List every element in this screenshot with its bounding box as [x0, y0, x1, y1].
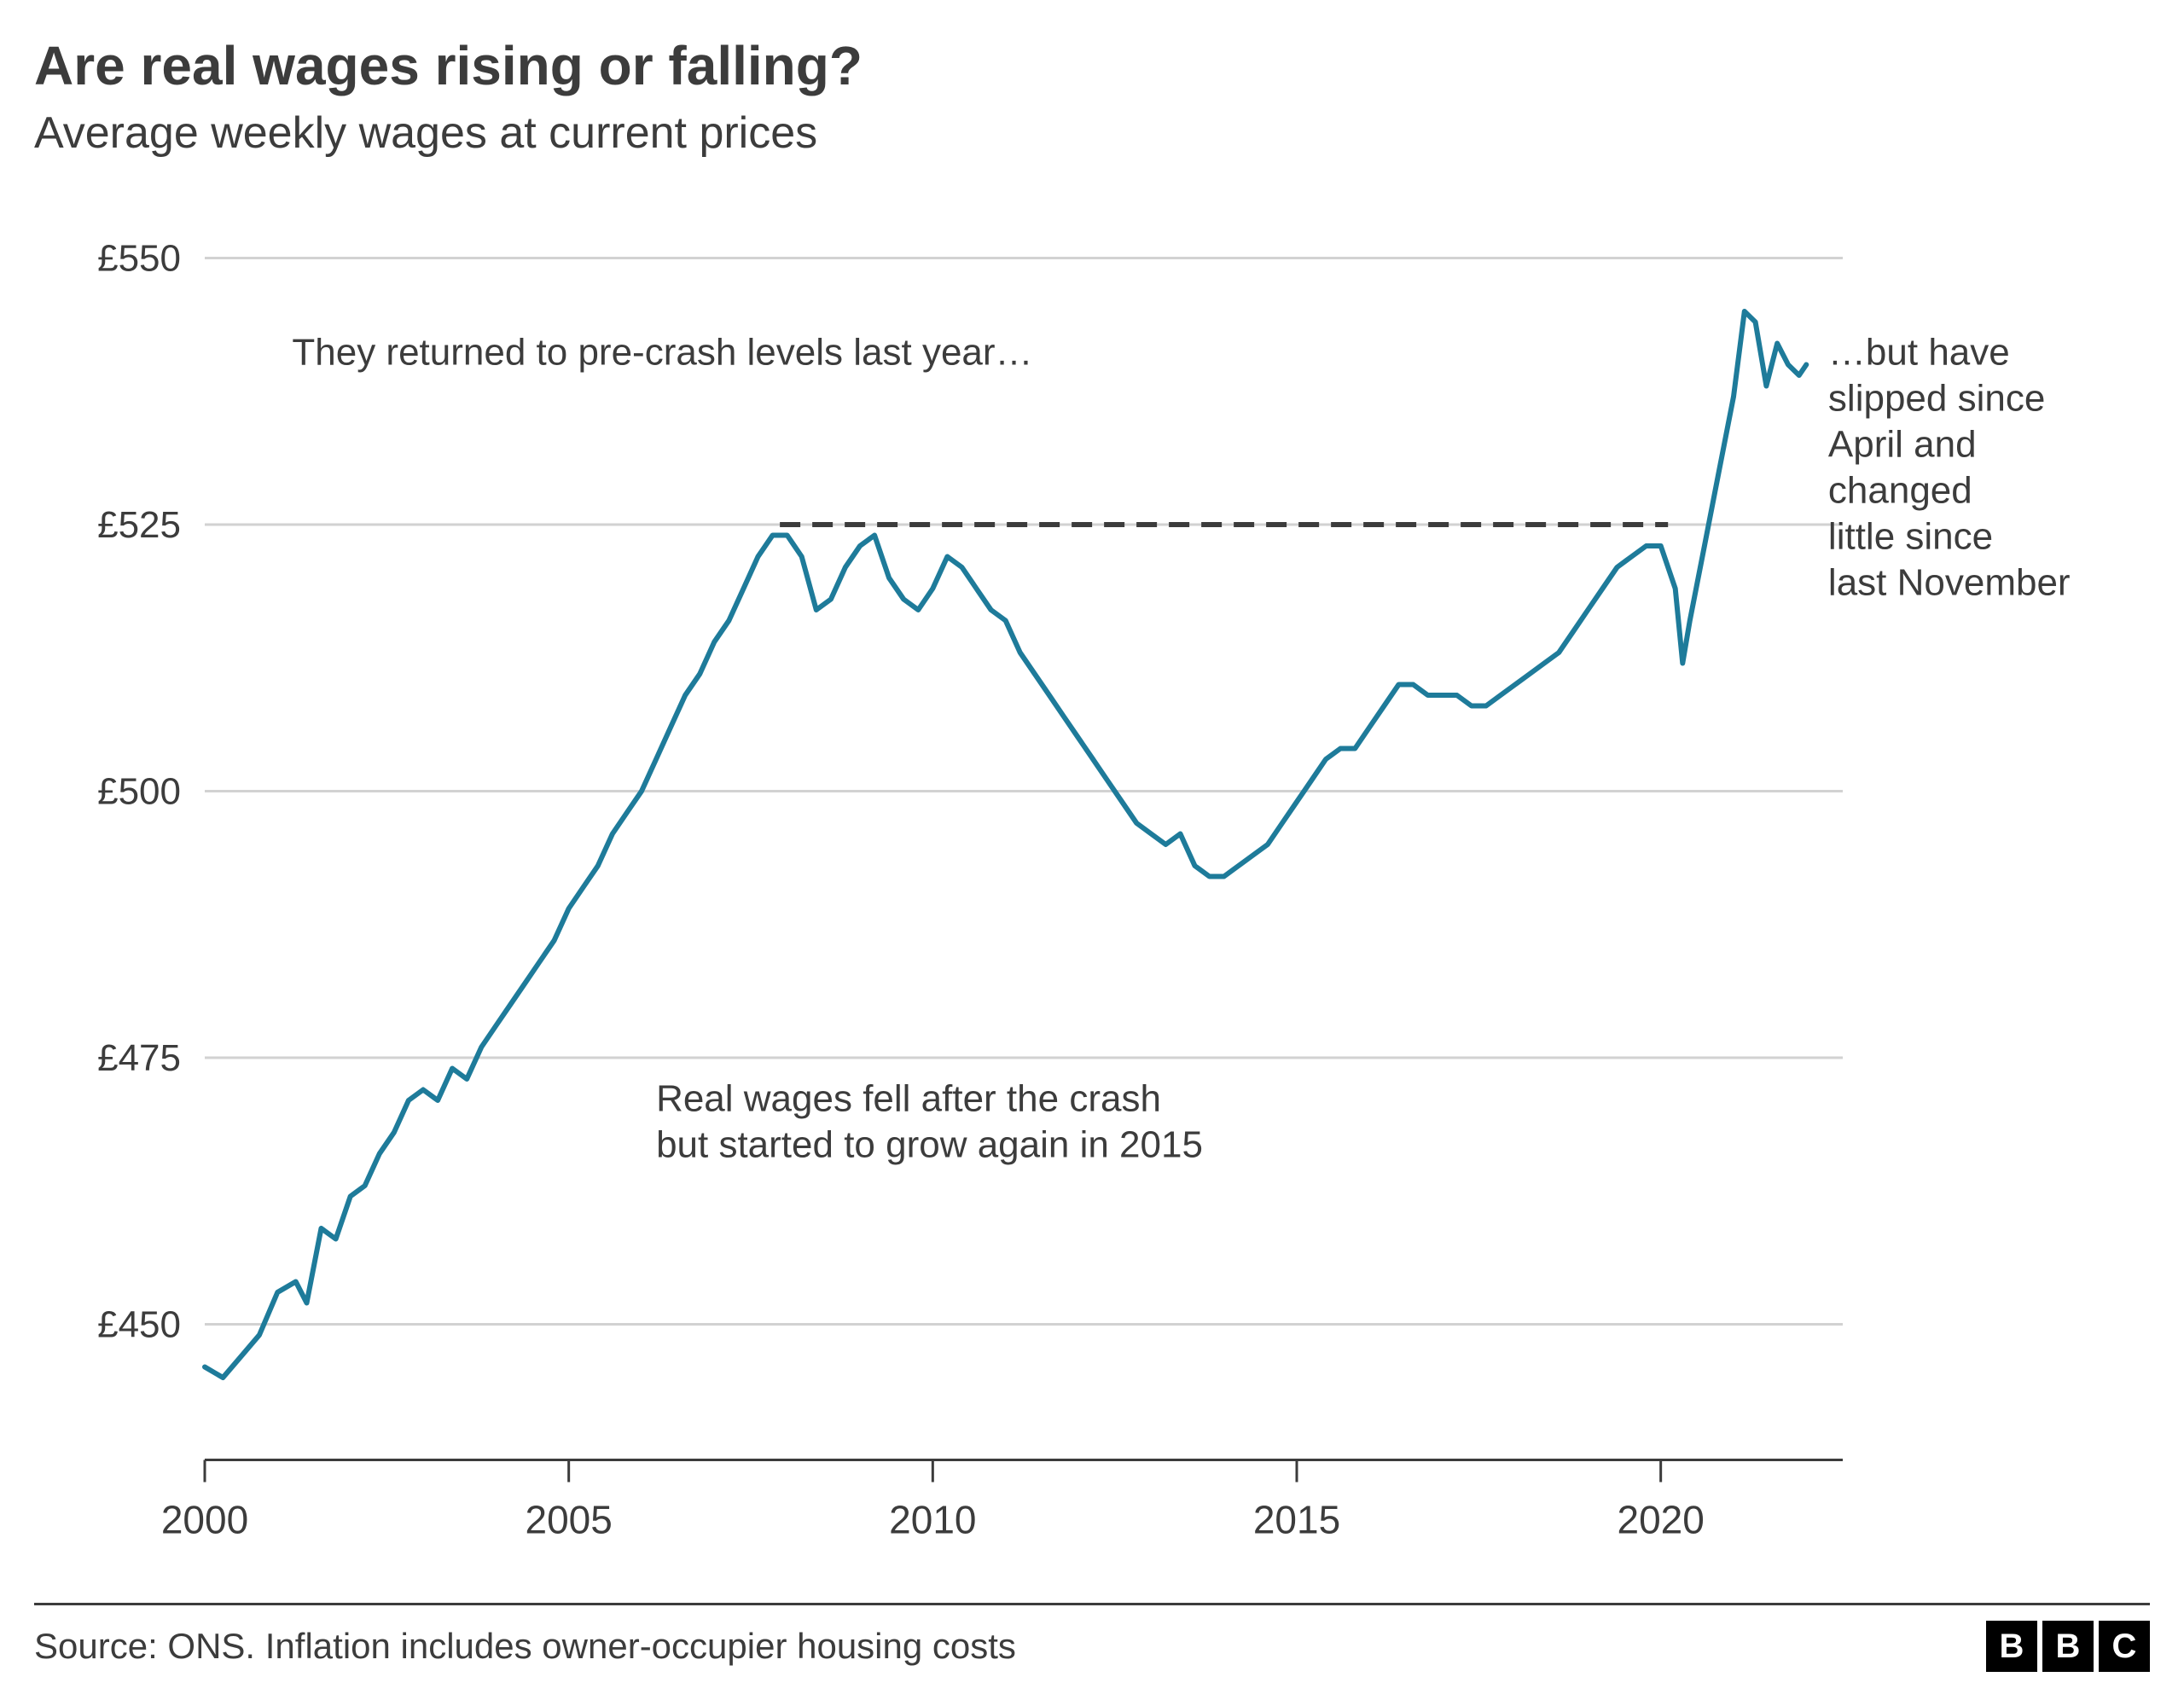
svg-text:£525: £525: [97, 504, 181, 546]
plot-area: £450 £475 £500 £525 £550 2000 2005 2010 2015 2020…: [34, 184, 2150, 1586]
svg-text:2005: 2005: [525, 1498, 612, 1542]
svg-text:…but have: …but have: [1828, 332, 2010, 374]
svg-text:Real wages fell after the cras: Real wages fell after the crash: [656, 1078, 1161, 1120]
svg-text:2010: 2010: [889, 1498, 976, 1542]
svg-text:£550: £550: [97, 238, 181, 280]
svg-text:£450: £450: [97, 1304, 181, 1346]
svg-text:little since: little since: [1828, 516, 1993, 558]
bbc-c: C: [2099, 1621, 2150, 1672]
svg-text:£500: £500: [97, 771, 181, 813]
bbc-b1: B: [1986, 1621, 2037, 1672]
svg-text:April and: April and: [1828, 424, 1977, 466]
svg-text:2020: 2020: [1617, 1498, 1704, 1542]
wage-chart: Are real wages rising or falling? Averag…: [34, 34, 2150, 1672]
chart-subtitle: Average weekly wages at current prices: [34, 107, 2150, 159]
svg-text:but started to grow again in 2: but started to grow again in 2015: [656, 1124, 1203, 1166]
svg-text:They returned to pre-crash lev: They returned to pre-crash levels last y…: [292, 332, 1032, 374]
footer: Source: ONS. Inflation includes owner-oc…: [34, 1603, 2150, 1672]
bbc-logo: B B C: [1986, 1621, 2150, 1672]
svg-text:2000: 2000: [161, 1498, 248, 1542]
chart-title: Are real wages rising or falling?: [34, 34, 2150, 97]
bbc-b2: B: [2042, 1621, 2094, 1672]
svg-text:last November: last November: [1828, 562, 2071, 604]
svg-text:£475: £475: [97, 1037, 181, 1079]
chart-svg: £450 £475 £500 £525 £550 2000 2005 2010 2015 2020…: [34, 184, 2150, 1586]
svg-text:2015: 2015: [1253, 1498, 1340, 1542]
source-text: Source: ONS. Inflation includes owner-oc…: [34, 1626, 1016, 1667]
svg-text:changed: changed: [1828, 470, 1972, 512]
svg-text:slipped since: slipped since: [1828, 378, 2045, 420]
